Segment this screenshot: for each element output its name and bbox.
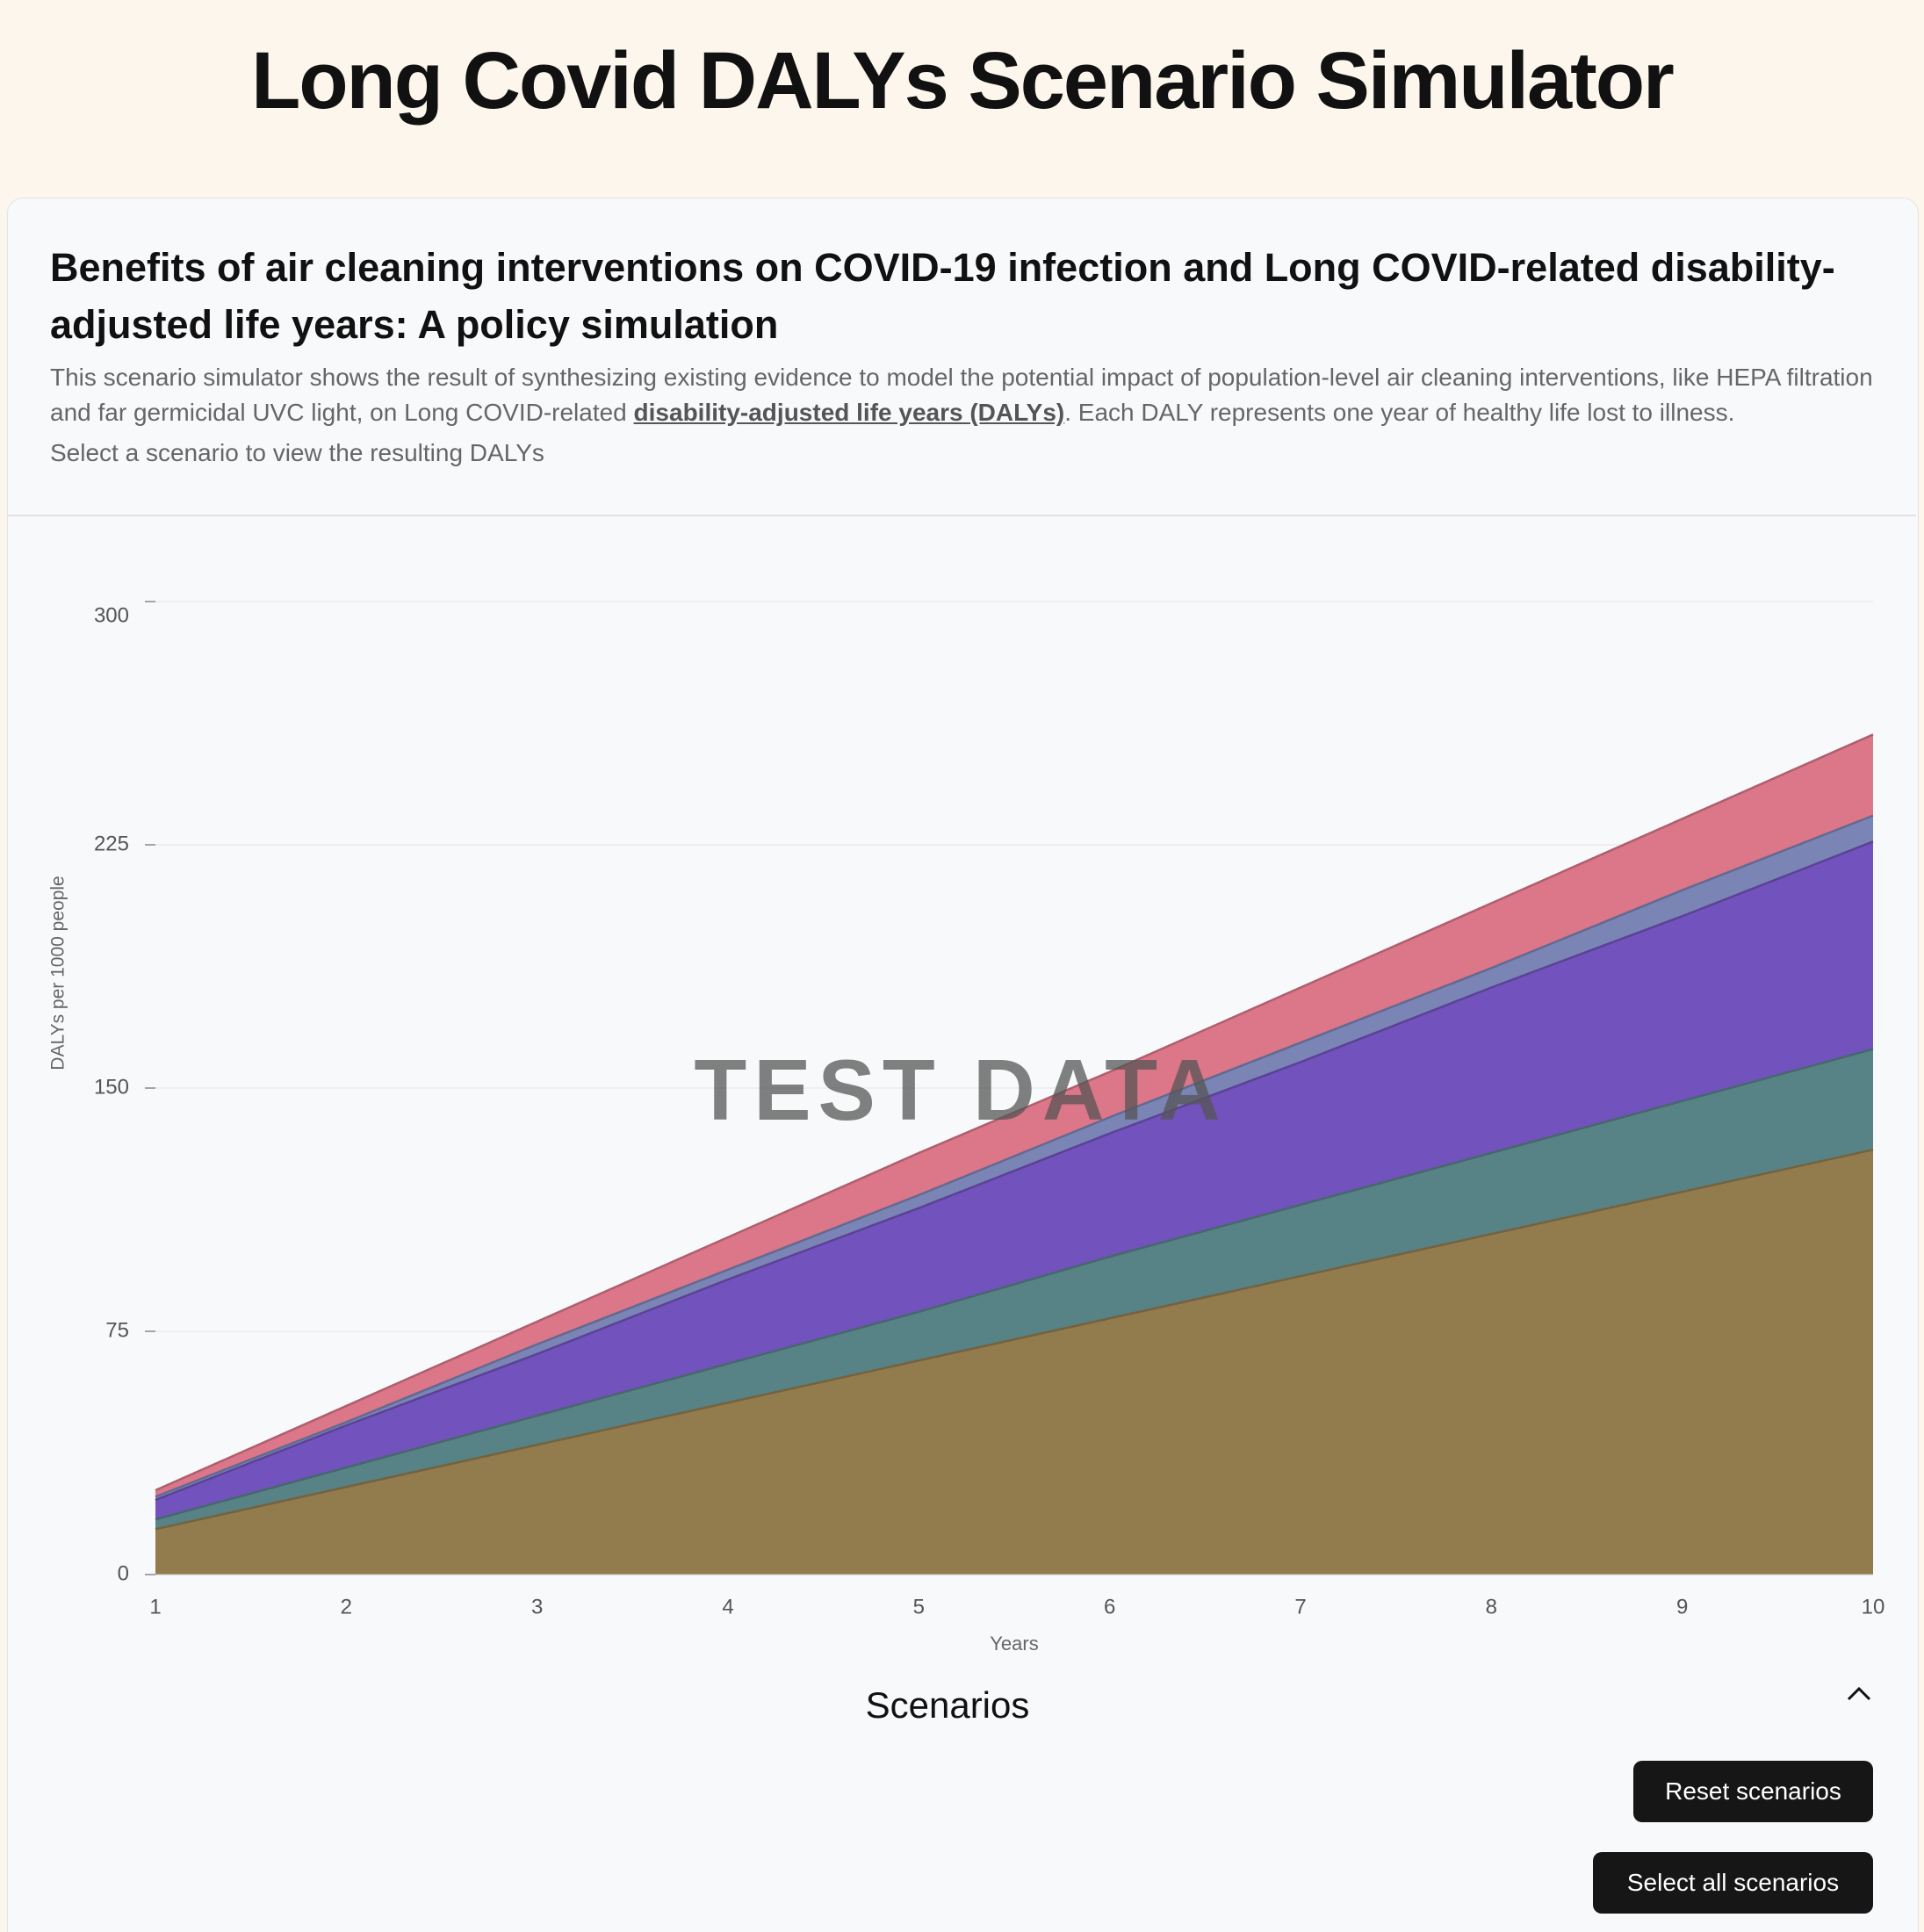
y-tick-label: 0	[118, 1561, 129, 1585]
x-tick-label: 10	[1862, 1595, 1885, 1618]
area-line	[155, 1048, 1874, 1521]
area-line	[155, 814, 1874, 1498]
collapse-chevron[interactable]	[1847, 1686, 1871, 1701]
instruction: Select a scenario to view the resulting …	[50, 439, 544, 466]
page-title: Long Covid DALYs Scenario Simulator	[251, 36, 1675, 126]
watermark: TEST DATA	[694, 1042, 1227, 1138]
reset-button[interactable]: Reset scenarios	[1633, 1761, 1873, 1822]
description: This scenario simulator shows the result…	[50, 360, 1877, 430]
x-tick-label: 7	[1294, 1595, 1306, 1618]
area	[155, 1150, 1873, 1575]
x-tick-label: 3	[531, 1595, 543, 1618]
x-tick-label: 1	[149, 1595, 161, 1618]
daly-link[interactable]: disability-adjusted life years (DALYs)	[633, 399, 1065, 426]
description-text: . Each DALY represents one year of healt…	[1064, 399, 1735, 426]
x-tick-label: 2	[341, 1595, 352, 1618]
area-line	[155, 840, 1874, 1502]
select-all-button[interactable]: Select all scenarios	[1593, 1852, 1873, 1914]
x-tick-label: 8	[1486, 1595, 1497, 1618]
x-tick-label: 9	[1676, 1595, 1688, 1618]
description-text: This scenario simulator shows the result…	[50, 364, 1873, 426]
x-tick-label: 6	[1104, 1595, 1115, 1618]
y-tick-label: 75	[105, 1318, 129, 1342]
y-tick-label: 150	[94, 1075, 129, 1099]
divider	[8, 515, 1916, 516]
card-heading: Benefits of air cleaning interventions o…	[50, 245, 1835, 347]
y-tick-label: 300	[94, 603, 129, 627]
area-line	[155, 733, 1874, 1492]
scenarios-title: Scenarios	[865, 1684, 1030, 1726]
x-axis-label: Years	[990, 1633, 1038, 1654]
area-line	[155, 1148, 1874, 1531]
x-tick-label: 5	[913, 1595, 925, 1618]
y-tick-label: 225	[94, 832, 129, 855]
y-axis-label: DALYs per 1000 people	[48, 876, 68, 1070]
x-tick-label: 4	[722, 1595, 733, 1618]
